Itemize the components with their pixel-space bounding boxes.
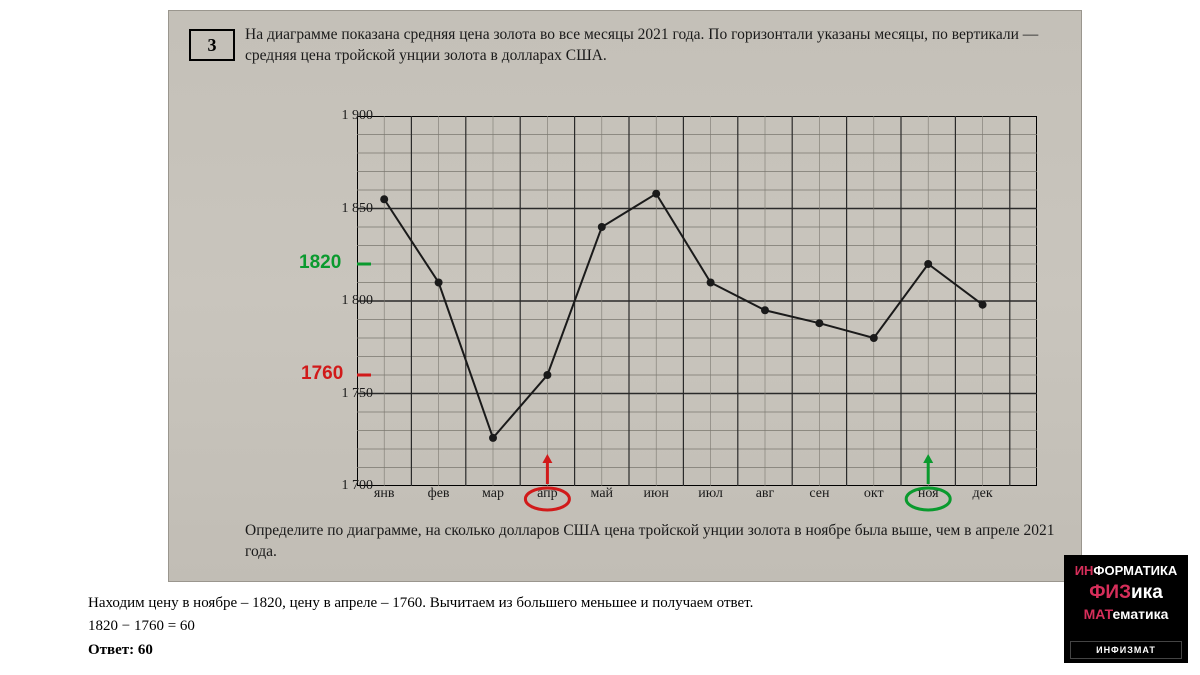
x-tick-label: июн [643, 486, 668, 502]
solution-answer: Ответ: 60 [88, 639, 1088, 662]
solution-line: Находим цену в ноябре – 1820, цену в апр… [88, 592, 1088, 615]
y-tick-label: 1 850 [323, 201, 373, 217]
y-tick-label: 1 750 [323, 386, 373, 402]
x-tick-label: мар [482, 486, 504, 502]
task-number-box: 3 [189, 29, 235, 61]
question-text: Определите по диаграмме, на сколько долл… [245, 521, 1061, 563]
x-tick-label: апр [537, 486, 558, 502]
x-tick-label: май [591, 486, 613, 502]
y-tick-label: 1 900 [323, 108, 373, 124]
annotation-1760: 1760 [301, 363, 343, 385]
chart-region: 1 700 1 750 1 800 1 850 1 900 1760 1820 … [299, 106, 1059, 501]
solution-block: Находим цену в ноябре – 1820, цену в апр… [88, 592, 1088, 662]
line-chart [357, 116, 1037, 486]
problem-box: 3 На диаграмме показана средняя цена зол… [168, 10, 1082, 582]
logo-part: ика [1131, 582, 1163, 603]
logo: ИНФОРМАТИКА ФИЗика МАТематика ИНФИЗМАТ [1064, 555, 1188, 663]
solution-calc: 1820 − 1760 = 60 [88, 615, 1088, 638]
x-tick-label: июл [698, 486, 723, 502]
task-text: На диаграмме показана средняя цена золот… [245, 25, 1061, 67]
x-tick-label: янв [374, 486, 395, 502]
x-tick-label: авг [756, 486, 775, 502]
logo-part: ФОРМАТИКА [1093, 563, 1177, 578]
x-tick-label: ноя [918, 486, 939, 502]
x-tick-label: фев [428, 486, 450, 502]
logo-part: ематика [1113, 606, 1169, 622]
annotation-1820: 1820 [299, 252, 341, 274]
logo-bar: ИНФИЗМАТ [1070, 641, 1182, 659]
logo-part: ФИЗ [1089, 582, 1131, 603]
x-tick-label: окт [864, 486, 884, 502]
x-tick-label: дек [973, 486, 993, 502]
y-tick-label: 1 700 [323, 478, 373, 494]
x-tick-label: сен [809, 486, 829, 502]
logo-part: ИН [1075, 563, 1094, 578]
y-tick-label: 1 800 [323, 293, 373, 309]
logo-part: МАТ [1084, 606, 1113, 622]
